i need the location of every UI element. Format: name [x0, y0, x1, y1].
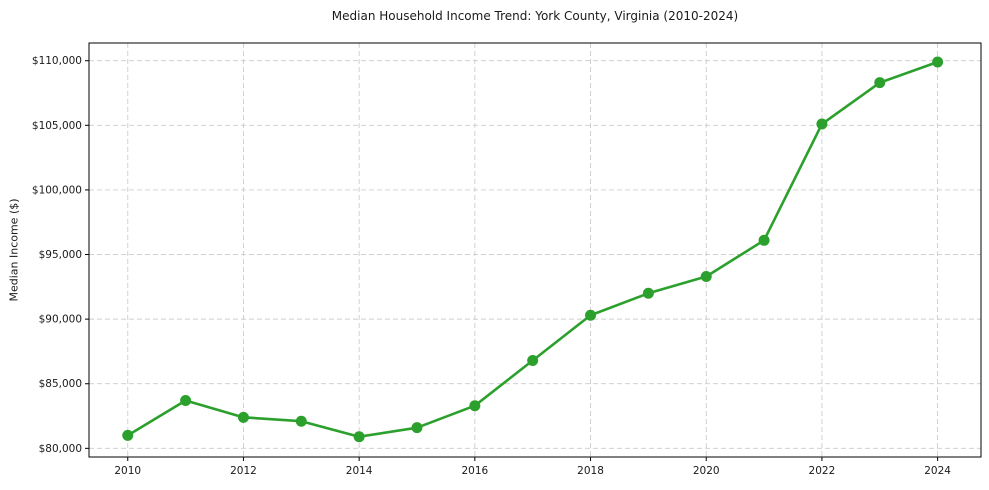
- x-tick-label: 2022: [809, 465, 836, 477]
- data-point-2013: [295, 415, 307, 427]
- x-tick-label: 2018: [577, 465, 604, 477]
- y-tick-label: $110,000: [32, 55, 82, 67]
- data-point-2018: [585, 309, 597, 321]
- trend-line: [126, 60, 939, 439]
- data-point-2020: [700, 270, 712, 282]
- x-tick-label: 2020: [693, 465, 720, 477]
- data-point-2024: [932, 56, 944, 68]
- x-tick-label: 2012: [230, 465, 257, 477]
- data-point-2010: [122, 429, 134, 441]
- data-point-2023: [874, 77, 886, 89]
- data-point-2012: [237, 411, 249, 423]
- data-point-2016: [469, 400, 481, 412]
- y-tick-label: $105,000: [32, 120, 82, 132]
- plot-border: [88, 42, 982, 458]
- data-point-2017: [527, 354, 539, 366]
- x-tick-label: 2014: [346, 465, 373, 477]
- data-point-2015: [411, 422, 423, 434]
- y-tick-label: $85,000: [39, 378, 82, 390]
- y-tick-label: $90,000: [39, 314, 82, 326]
- data-point-2022: [816, 118, 828, 130]
- chart-title: Median Household Income Trend: York Coun…: [331, 9, 739, 23]
- data-point-2021: [758, 234, 770, 246]
- y-tick-label: $95,000: [39, 249, 82, 261]
- data-point-2019: [642, 287, 654, 299]
- data-point-2014: [353, 431, 365, 443]
- y-tick-label: $80,000: [39, 443, 82, 455]
- x-tick-label: 2024: [924, 465, 951, 477]
- x-tick-label: 2010: [114, 465, 141, 477]
- y-tick-label: $100,000: [32, 184, 82, 196]
- data-point-2011: [180, 395, 192, 407]
- x-tick-label: 2016: [461, 465, 488, 477]
